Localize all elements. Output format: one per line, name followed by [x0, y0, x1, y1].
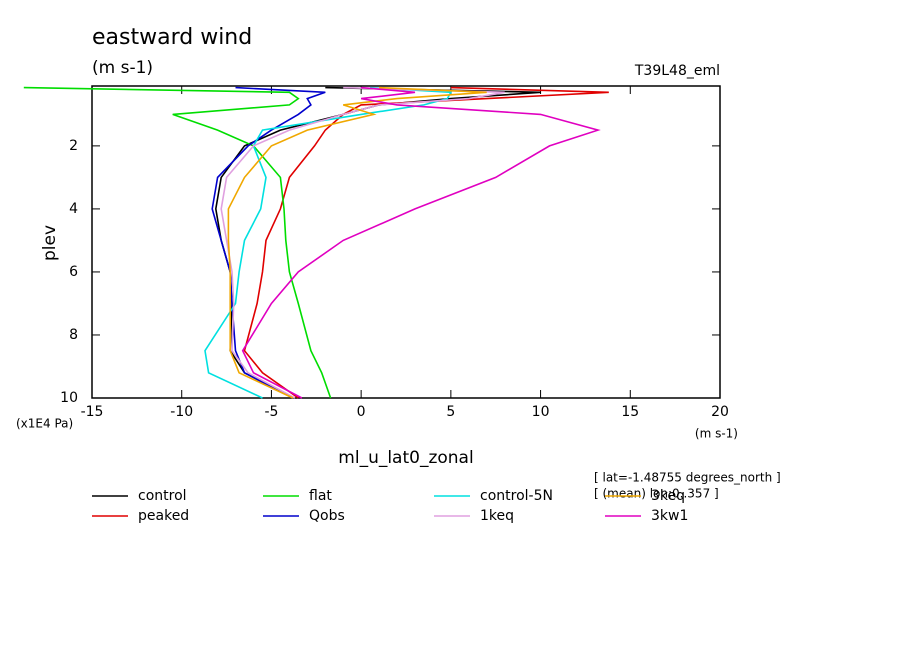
y-unit: (x1E4 Pa) [16, 417, 73, 431]
y-tick-label: 6 [69, 264, 78, 280]
series-line [220, 86, 505, 399]
x-axis-label: ml_u_lat0_zonal [338, 448, 473, 468]
x-tick-label: -10 [170, 404, 193, 420]
x-tick-label: -15 [81, 404, 104, 420]
annotation: T39L48_eml [634, 63, 720, 79]
x-tick-label: 10 [532, 404, 550, 420]
note: [ (mean) lon:0..357 ] [594, 487, 719, 501]
y-tick-label: 4 [69, 201, 78, 217]
x-tick-label: 15 [621, 404, 639, 420]
series-line [204, 86, 453, 399]
legend-label: control [138, 488, 187, 504]
x-tick-label: 20 [711, 404, 729, 420]
y-tick-label: 10 [60, 390, 78, 406]
legend-label: 3keq [651, 488, 685, 504]
y-tick-label: 2 [69, 138, 78, 154]
chart-title: eastward wind [92, 25, 252, 50]
series-line [241, 86, 601, 399]
legend-label: 1keq [480, 508, 514, 524]
y-tick-label: 8 [69, 327, 78, 343]
y-axis-label: plev [40, 225, 60, 261]
series-line [227, 86, 487, 399]
series-line [211, 86, 326, 399]
x-tick-label: -5 [264, 404, 278, 420]
series-line [23, 86, 332, 399]
legend-label: Qobs [309, 508, 345, 524]
legend-label: peaked [138, 508, 189, 524]
legend-label: control-5N [480, 488, 553, 504]
note: [ lat=-1.48755 degrees_north ] [594, 471, 781, 485]
x-tick-label: 0 [357, 404, 366, 420]
x-tick-label: 5 [446, 404, 455, 420]
x-unit: (m s-1) [695, 427, 738, 441]
legend-label: 3kw1 [651, 508, 688, 524]
plot-frame [91, 85, 721, 399]
chart-subtitle: (m s-1) [92, 58, 153, 78]
legend-label: flat [309, 488, 332, 504]
